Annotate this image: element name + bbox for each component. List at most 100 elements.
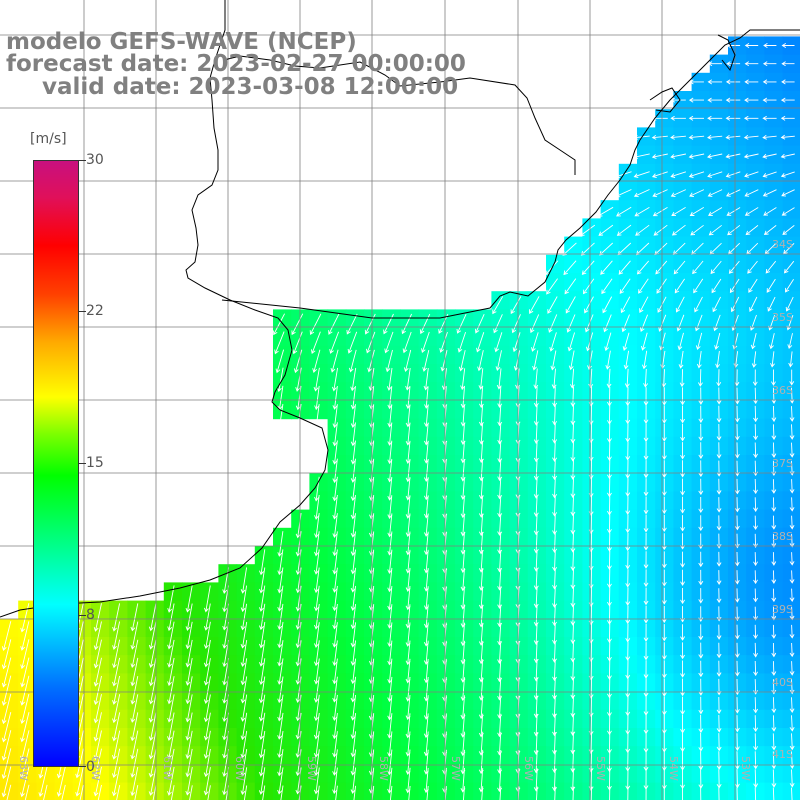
wind-vector-arrow (1, 766, 12, 798)
wind-vector-arrow (734, 442, 740, 459)
wind-vector-arrow (499, 786, 502, 800)
wind-vector-arrow (762, 134, 777, 140)
wind-vector-arrow (456, 314, 467, 334)
wind-vector-arrow (753, 515, 758, 530)
wind-vector-arrow (350, 767, 357, 794)
wind-vector-arrow (547, 296, 558, 314)
wind-vector-arrow (716, 733, 722, 752)
wind-vector-arrow (789, 533, 795, 548)
wind-vector-arrow (148, 639, 157, 668)
wind-vector-arrow (771, 606, 777, 621)
wind-vector-arrow (753, 424, 758, 441)
wind-vector-arrow (240, 694, 248, 722)
wind-vector-arrow (661, 678, 667, 697)
wind-vector-arrow (689, 207, 705, 216)
wind-vector-arrow (564, 278, 577, 295)
wind-vector-arrow (240, 730, 248, 759)
wind-vector-arrow (661, 514, 667, 533)
wind-vector-arrow (533, 404, 539, 426)
wind-vector-arrow (240, 658, 248, 686)
wind-vector-arrow (335, 785, 338, 800)
wind-vector-arrow (350, 458, 356, 483)
wind-vector-arrow (636, 260, 650, 275)
wind-vector-arrow (652, 189, 668, 198)
wind-vector-arrow (771, 733, 777, 751)
wind-vector-arrow (148, 766, 157, 796)
wind-vector-arrow (707, 97, 723, 103)
wind-vector-arrow (624, 368, 630, 388)
wind-vector-arrow (670, 189, 686, 198)
wind-vector-arrow (698, 478, 704, 496)
wind-vector-arrow (93, 675, 102, 706)
wind-vector-arrow (643, 368, 649, 388)
wind-vector-arrow (552, 604, 557, 627)
wind-vector-arrow (569, 368, 575, 389)
wind-vector-arrow (277, 658, 284, 685)
wind-vector-arrow (744, 207, 759, 216)
wind-vector-arrow (295, 640, 302, 667)
colorbar (33, 160, 79, 767)
wind-vector-arrow (744, 189, 759, 197)
wind-vector-arrow (661, 533, 667, 551)
wind-vector-arrow (387, 531, 393, 556)
wind-vector-arrow (274, 331, 285, 355)
wind-vector-arrow (621, 314, 630, 333)
wind-vector-arrow (258, 767, 266, 795)
wind-vector-arrow (20, 675, 30, 706)
wind-vector-arrow (481, 786, 484, 800)
wind-vector-arrow (743, 134, 759, 140)
wind-vector-arrow (570, 532, 576, 553)
wind-vector-arrow (419, 313, 431, 335)
wind-vector-arrow (572, 786, 574, 800)
wind-vector-arrow (734, 424, 740, 441)
longitude-label: 59W (305, 756, 318, 781)
wind-vector-arrow (570, 586, 576, 608)
wind-vector-arrow (350, 640, 357, 666)
wind-vector-arrow (533, 532, 539, 554)
wind-vector-arrow (552, 441, 558, 462)
wind-vector-arrow (277, 549, 284, 576)
wind-vector-arrow (552, 477, 558, 499)
wind-vector-arrow (1, 748, 12, 780)
wind-vector-arrow (295, 549, 302, 575)
wind-vector-arrow (185, 585, 193, 613)
wind-vector-arrow (762, 61, 777, 67)
wind-vector-arrow (781, 189, 795, 197)
wind-vector-arrow (698, 423, 704, 442)
wind-vector-arrow (625, 532, 631, 552)
wind-vector-arrow (677, 332, 684, 351)
wind-vector-arrow (716, 696, 722, 715)
wind-vector-arrow (747, 260, 758, 274)
wind-vector-arrow (258, 621, 266, 649)
wind-vector-arrow (203, 676, 211, 704)
wind-vector-arrow (600, 260, 613, 275)
wind-vector-arrow (332, 476, 338, 502)
wind-vector-arrow (552, 677, 557, 700)
wind-vector-arrow (185, 730, 193, 760)
wind-vector-arrow (457, 331, 467, 353)
wind-vector-arrow (727, 224, 741, 236)
wind-vector-arrow (698, 387, 704, 405)
wind-vector-arrow (711, 278, 722, 294)
wind-vector-arrow (716, 588, 722, 604)
wind-vector-arrow (771, 715, 777, 732)
wind-vector-arrow (1, 711, 12, 743)
wind-vector-arrow (240, 585, 248, 613)
wind-vector-arrow (167, 712, 175, 741)
wind-vector-arrow (170, 785, 175, 800)
wind-vector-arrow (570, 677, 576, 700)
wind-vector-arrow (460, 368, 466, 391)
wind-vector-arrow (295, 603, 302, 630)
wind-vector-arrow (680, 696, 685, 715)
wind-vector-arrow (716, 478, 722, 495)
wind-vector-arrow (422, 349, 430, 372)
wind-vector-arrow (533, 641, 539, 664)
wind-vector-arrow (762, 171, 777, 178)
wind-vector-arrow (698, 660, 704, 678)
wind-vector-arrow (634, 207, 650, 217)
wind-vector-arrow (771, 570, 777, 584)
wind-vector-arrow (258, 585, 266, 612)
coastline-segment (717, 34, 736, 72)
wind-vector-arrow (698, 732, 704, 752)
wind-vector-arrow (570, 768, 576, 792)
